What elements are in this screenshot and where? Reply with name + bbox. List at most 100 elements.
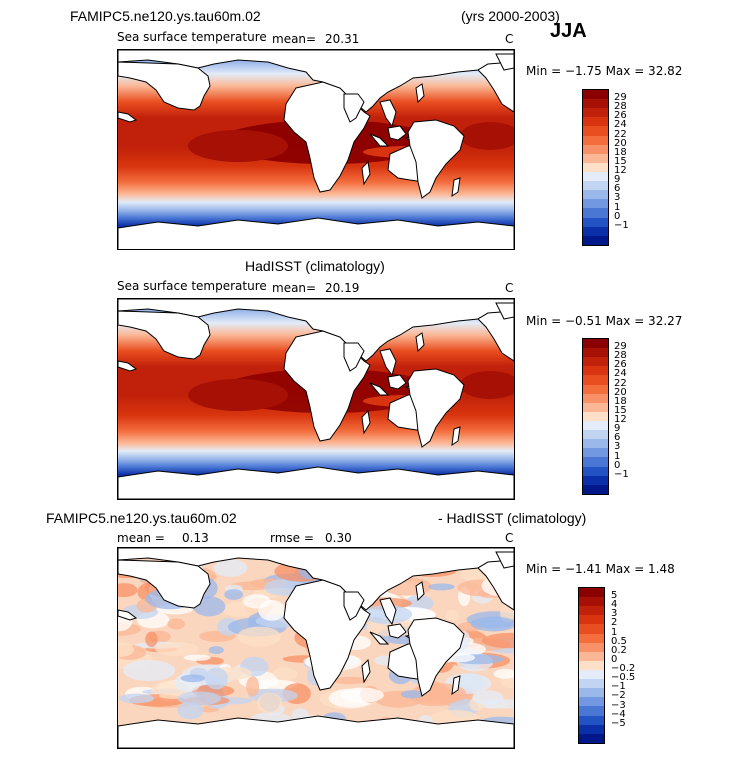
warm-region: [460, 371, 514, 399]
colorbar-swatch: [579, 606, 604, 616]
warm-region: [188, 379, 288, 411]
coastline: [361, 658, 371, 684]
coastline: [379, 597, 397, 626]
panel2-colorbar: [582, 338, 609, 495]
anomaly-patch: [155, 641, 199, 657]
colorbar-tick-label: 6: [614, 183, 621, 195]
colorbar-swatch: [583, 181, 608, 191]
colorbar-swatch: [579, 651, 604, 661]
case-name: FAMIPC5.ne120.ys.tau60m.02: [70, 8, 261, 24]
coastline: [118, 715, 514, 748]
panel3-rmse-label: rmse =: [270, 531, 314, 545]
colorbar-tick-label: 1: [614, 201, 621, 213]
colorbar-tick-label: 12: [614, 414, 627, 426]
coastline: [495, 551, 514, 569]
coastline: [118, 111, 138, 123]
colorbar-tick-label: 28: [614, 101, 627, 113]
colorbar-swatch: [583, 135, 608, 145]
colorbar-swatch: [583, 430, 608, 440]
coastline: [415, 581, 425, 602]
coastline: [495, 53, 514, 71]
anomaly-patch: [470, 616, 514, 632]
colorbar-tick-label: 4: [611, 599, 618, 611]
coastline: [407, 119, 465, 199]
colorbar-tick-label: 0.2: [611, 644, 627, 656]
panel2-sst-map: [117, 298, 515, 500]
colorbar-swatch: [583, 402, 608, 412]
colorbar-tick-label: −0.5: [611, 672, 636, 684]
colorbar-swatch: [583, 439, 608, 449]
anomaly-patch: [340, 687, 384, 703]
colorbar-tick-label: 3: [614, 192, 621, 204]
coastline: [451, 426, 461, 447]
colorbar-swatch: [579, 724, 604, 734]
colorbar-tick-label: 1: [611, 626, 618, 638]
anomaly-patch: [118, 641, 135, 658]
panel2-units: C: [505, 281, 514, 295]
colorbar-swatch: [583, 393, 608, 403]
anomaly-patch: [213, 559, 248, 577]
warm-region: [188, 130, 288, 162]
panel1-mean-label: mean=: [272, 32, 317, 46]
colorbar-swatch: [579, 615, 604, 625]
colorbar-tick-label: 5: [611, 590, 618, 602]
anomaly-patch: [177, 702, 204, 720]
anomaly-patch: [180, 674, 206, 683]
colorbar-swatch: [583, 475, 608, 485]
colorbar-swatch: [579, 660, 604, 670]
coastline: [451, 177, 461, 198]
panel3-colorbar: [578, 587, 605, 744]
panel2-title: HadISST (climatology): [245, 258, 385, 274]
coastline: [343, 342, 365, 372]
colorbar-swatch: [579, 588, 604, 598]
colorbar-tick-label: 1: [614, 450, 621, 462]
coastline: [387, 374, 407, 390]
colorbar-swatch: [579, 733, 604, 743]
colorbar-swatch: [579, 597, 604, 607]
anomaly-patch: [145, 631, 158, 647]
anomaly-patch: [167, 618, 185, 630]
coastline: [118, 609, 138, 621]
colorbar-swatch: [583, 466, 608, 476]
coastline: [369, 382, 390, 396]
coastline: [361, 160, 371, 186]
colorbar-swatch: [579, 624, 604, 634]
panel2-mean-label: mean=: [272, 281, 317, 295]
panel3-units: C: [505, 531, 514, 545]
colorbar-tick-label: 6: [614, 432, 621, 444]
colorbar-tick-label: 20: [614, 386, 627, 398]
anomaly-patch: [118, 693, 155, 704]
anomaly-patch: [205, 667, 228, 690]
colorbar-tick-label: 28: [614, 350, 627, 362]
colorbar-tick-label: 26: [614, 110, 627, 122]
anomaly-patch: [237, 626, 281, 647]
colorbar-tick-label: 3: [611, 608, 618, 620]
colorbar-tick-label: 0: [614, 210, 621, 222]
coastline: [379, 348, 397, 377]
colorbar-swatch: [583, 420, 608, 431]
colorbar-tick-label: 18: [614, 146, 627, 158]
colorbar-tick-label: 0: [611, 653, 618, 665]
coastline: [343, 591, 365, 621]
anomaly-patch: [208, 646, 224, 655]
colorbar-swatch: [583, 217, 608, 227]
coastline: [369, 133, 390, 147]
anomaly-patch: [118, 583, 138, 598]
anomaly-patch: [224, 589, 243, 600]
season-label: JJA: [550, 20, 587, 42]
anomaly-patch: [428, 583, 455, 591]
coastline: [415, 83, 425, 104]
colorbar-swatch: [583, 411, 608, 421]
colorbar-swatch: [583, 144, 608, 154]
anomaly-patch: [445, 609, 459, 622]
colorbar-tick-label: 24: [614, 368, 627, 380]
colorbar-tick-label: −0.2: [611, 663, 636, 675]
coastline: [387, 623, 407, 639]
colorbar-tick-label: −1: [611, 681, 626, 693]
years-label: (yrs 2000-2003): [461, 8, 560, 24]
colorbar-tick-label: 15: [614, 155, 627, 167]
panel1-min-max: Min = −1.75 Max = 32.82: [526, 64, 683, 78]
panel1-variable-label: Sea surface temperature: [117, 30, 267, 44]
coastline: [451, 675, 461, 696]
panel3-rmse-value: 0.30: [325, 531, 352, 545]
